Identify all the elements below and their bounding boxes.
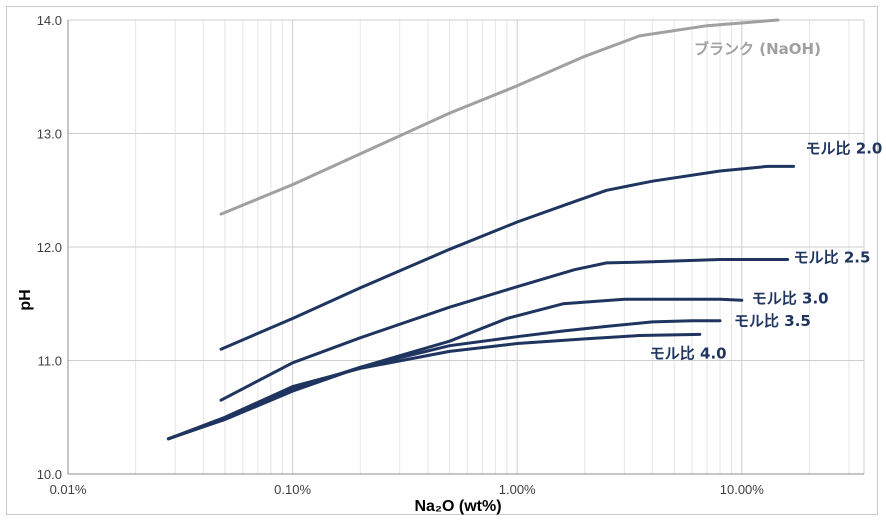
series-label: モル比 3.0 (752, 289, 829, 307)
y-tick-label: 10.0 (37, 467, 62, 482)
y-axis-title: pH (17, 289, 34, 310)
series-line (166, 297, 744, 441)
tick-labels: 10.0 11.0 12.0 13.0 14.0 0.01% 0.10% 1.00% 10.00… (37, 13, 765, 497)
y-tick-label: 13.0 (37, 127, 62, 142)
y-tick-label: 12.0 (37, 240, 62, 255)
series-label: モル比 4.0 (650, 344, 727, 362)
x-tick-label: 10.00% (720, 482, 765, 497)
series-label: ブランク (NaOH) (694, 40, 821, 58)
series-line (219, 258, 790, 402)
series-line (219, 18, 780, 216)
series-lines (166, 18, 796, 441)
series-line (166, 332, 702, 441)
grid (67, 19, 865, 475)
chart-frame (6, 6, 878, 515)
series-label: モル比 2.5 (794, 248, 871, 266)
x-axis-title: Na₂O (wt%) (414, 498, 501, 515)
series-line (219, 164, 796, 351)
series-line (166, 319, 722, 441)
series-labels: ブランク (NaOH) モル比 2.0 モル比 2.5 モル比 3.0 モル比 3.5 モ… (650, 40, 883, 362)
x-tick-label: 1.00% (499, 482, 536, 497)
series-label: モル比 2.0 (806, 139, 883, 157)
series-label: モル比 3.5 (734, 312, 811, 330)
x-tick-label: 0.10% (274, 482, 311, 497)
y-tick-label: 11.0 (38, 354, 62, 369)
x-tick-label: 0.01% (50, 482, 87, 497)
y-tick-label: 14.0 (37, 13, 62, 28)
